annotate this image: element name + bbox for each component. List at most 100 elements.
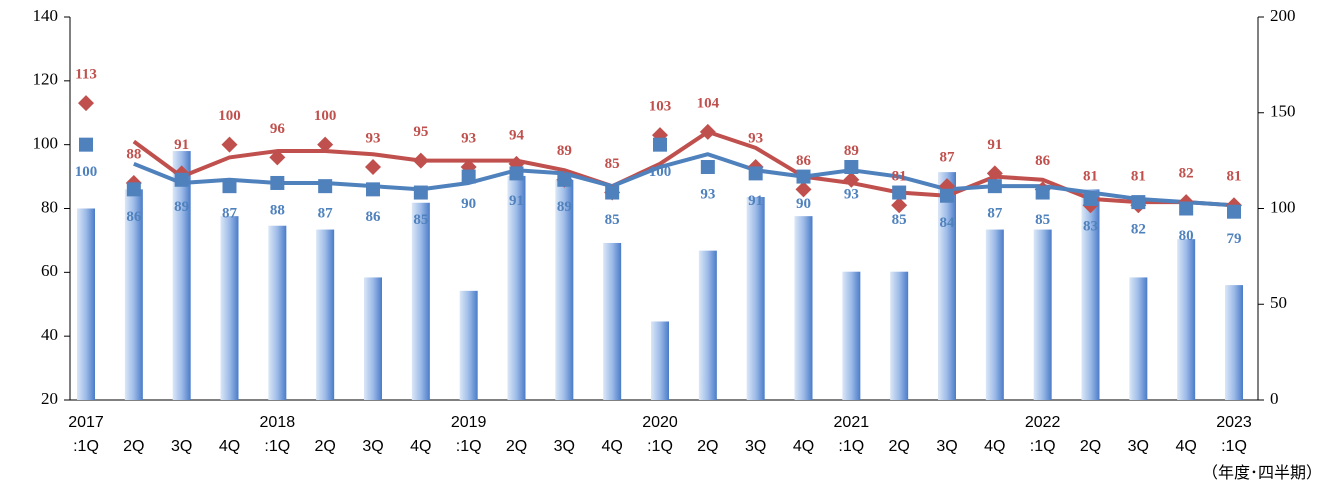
data-label: 89	[557, 199, 572, 215]
x-year-label: 2023	[1216, 414, 1252, 431]
x-tick-label: :1Q	[456, 438, 482, 455]
marker	[269, 149, 286, 166]
data-label: 82	[1179, 166, 1194, 182]
data-label: 91	[987, 137, 1002, 153]
x-year-label: 2018	[260, 414, 296, 431]
data-label: 89	[844, 143, 859, 159]
data-label: 96	[270, 121, 286, 137]
marker	[413, 185, 428, 200]
y2-tick-label: 150	[1270, 102, 1296, 121]
x-tick-label: 3Q	[554, 438, 575, 455]
x-tick-label: 2Q	[888, 438, 909, 455]
data-label: 93	[748, 130, 763, 146]
data-label: 113	[75, 67, 97, 83]
data-label: 89	[557, 143, 572, 159]
x-tick-label: 2Q	[506, 438, 527, 455]
data-label: 88	[270, 202, 285, 218]
x-tick-label: 4Q	[601, 438, 622, 455]
data-label: 81	[1227, 169, 1242, 185]
bar	[555, 179, 574, 400]
marker	[221, 136, 238, 153]
data-label: 85	[605, 156, 620, 172]
y-tick-label: 140	[33, 6, 59, 25]
data-label: 79	[1227, 231, 1242, 247]
marker	[1131, 195, 1146, 210]
bar	[172, 151, 191, 400]
marker	[940, 188, 954, 203]
data-label: 90	[461, 196, 476, 212]
marker	[700, 160, 715, 175]
marker	[318, 179, 333, 194]
y2-tick-label: 100	[1270, 197, 1296, 216]
data-label: 90	[796, 196, 811, 212]
data-label: 103	[649, 99, 672, 115]
marker	[844, 160, 859, 175]
bar	[220, 216, 239, 400]
marker	[891, 197, 908, 214]
x-tick-label: 2Q	[1080, 438, 1101, 455]
x-year-label: 2017	[68, 414, 104, 431]
marker	[79, 137, 93, 152]
y-tick-label: 40	[41, 325, 58, 344]
y-tick-label: 80	[41, 197, 58, 216]
data-label: 84	[940, 215, 956, 231]
bar	[890, 271, 909, 400]
bar	[938, 172, 956, 400]
marker	[461, 169, 476, 184]
x-tick-label: :1Q	[73, 438, 99, 455]
bar	[124, 189, 143, 400]
data-label: 100	[218, 108, 241, 124]
bar	[1081, 189, 1100, 400]
data-label: 87	[318, 206, 334, 222]
data-label: 87	[940, 150, 956, 166]
data-label: 81	[892, 169, 907, 185]
data-label: 85	[413, 212, 428, 228]
marker	[126, 182, 141, 197]
x-year-label: 2020	[642, 414, 678, 431]
x-tick-label: 4Q	[410, 438, 431, 455]
data-label: 100	[649, 164, 672, 180]
marker	[366, 182, 380, 197]
y-tick-label: 120	[33, 70, 59, 89]
y2-tick-label: 200	[1270, 6, 1296, 25]
line	[132, 129, 1235, 208]
marker	[1179, 201, 1194, 216]
marker	[1083, 191, 1098, 206]
marker	[843, 171, 860, 188]
x-tick-label: 3Q	[1128, 438, 1149, 455]
bar	[507, 175, 526, 400]
marker	[748, 166, 763, 181]
bar	[77, 208, 95, 400]
data-label: 93	[461, 130, 476, 146]
x-tick-label: 3Q	[171, 438, 192, 455]
marker	[1227, 204, 1241, 219]
x-tick-label: 3Q	[362, 438, 383, 455]
data-label: 85	[1035, 212, 1050, 228]
x-year-label: 2022	[1025, 414, 1061, 431]
bar	[746, 197, 765, 400]
bar	[316, 229, 335, 400]
bar	[364, 277, 382, 400]
data-label: 94	[509, 127, 525, 143]
data-label: 86	[126, 209, 142, 225]
x-tick-label: :1Q	[1030, 438, 1056, 455]
y2-tick-label: 50	[1270, 293, 1287, 312]
data-label: 88	[126, 146, 141, 162]
y2-tick-label: 0	[1270, 389, 1279, 408]
marker	[365, 159, 381, 176]
data-label: 86	[1035, 153, 1051, 169]
line	[133, 152, 1235, 208]
marker	[270, 175, 285, 190]
bar	[698, 250, 717, 400]
x-tick-label: 3Q	[745, 438, 766, 455]
data-label: 82	[1131, 222, 1146, 238]
data-label: 85	[605, 212, 620, 228]
bar	[1033, 229, 1052, 400]
data-label: 81	[1083, 169, 1098, 185]
x-tick-label: 4Q	[984, 438, 1005, 455]
marker	[174, 172, 189, 187]
marker	[222, 179, 237, 194]
bar	[1129, 277, 1148, 400]
data-label: 80	[1179, 228, 1194, 244]
